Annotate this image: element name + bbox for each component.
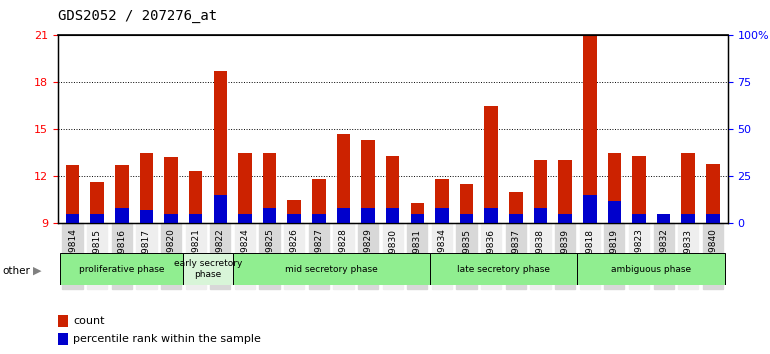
Bar	[632, 156, 646, 223]
Bar	[534, 208, 547, 223]
Bar	[435, 208, 449, 223]
Text: GDS2052 / 207276_at: GDS2052 / 207276_at	[58, 9, 217, 23]
Bar	[233, 253, 430, 285]
Bar	[509, 192, 523, 223]
Bar	[189, 214, 203, 223]
Text: percentile rank within the sample: percentile rank within the sample	[73, 334, 261, 344]
Bar	[213, 72, 227, 223]
Bar	[312, 214, 326, 223]
Bar	[90, 182, 104, 223]
Bar	[534, 160, 547, 223]
Bar	[65, 214, 79, 223]
Bar	[578, 253, 725, 285]
Bar	[435, 179, 449, 223]
Bar	[213, 195, 227, 223]
Bar	[164, 214, 178, 223]
Bar	[558, 160, 572, 223]
Text: other: other	[2, 266, 30, 276]
Bar	[583, 195, 597, 223]
Bar	[608, 153, 621, 223]
Bar	[460, 184, 474, 223]
Bar	[238, 153, 252, 223]
Bar	[410, 203, 424, 223]
Bar	[657, 215, 671, 223]
Bar	[238, 214, 252, 223]
Bar	[164, 158, 178, 223]
Bar	[58, 315, 69, 327]
Text: ambiguous phase: ambiguous phase	[611, 264, 691, 274]
Text: ▶: ▶	[33, 266, 42, 276]
Bar	[361, 140, 375, 223]
Bar	[484, 106, 498, 223]
Bar	[509, 214, 523, 223]
Bar	[386, 156, 400, 223]
Bar	[139, 210, 153, 223]
Bar	[90, 214, 104, 223]
Bar	[632, 214, 646, 223]
Bar	[386, 208, 400, 223]
Bar	[287, 200, 301, 223]
Text: mid secretory phase: mid secretory phase	[285, 264, 377, 274]
Bar	[460, 214, 474, 223]
Bar	[287, 214, 301, 223]
Bar	[183, 253, 233, 285]
Bar	[189, 171, 203, 223]
Bar	[65, 165, 79, 223]
Bar	[361, 208, 375, 223]
Bar	[608, 200, 621, 223]
Bar	[583, 35, 597, 223]
Bar	[60, 253, 183, 285]
Bar	[115, 208, 129, 223]
Bar	[430, 253, 578, 285]
Bar	[58, 333, 69, 345]
Bar	[336, 208, 350, 223]
Bar	[657, 214, 671, 223]
Text: proliferative phase: proliferative phase	[79, 264, 165, 274]
Bar	[558, 214, 572, 223]
Bar	[263, 208, 276, 223]
Bar	[410, 214, 424, 223]
Bar	[312, 179, 326, 223]
Text: early secretory
phase: early secretory phase	[174, 259, 243, 279]
Text: late secretory phase: late secretory phase	[457, 264, 550, 274]
Bar	[706, 164, 720, 223]
Bar	[484, 208, 498, 223]
Bar	[681, 153, 695, 223]
Bar	[263, 153, 276, 223]
Text: count: count	[73, 316, 105, 326]
Bar	[115, 165, 129, 223]
Bar	[336, 134, 350, 223]
Bar	[681, 214, 695, 223]
Bar	[139, 153, 153, 223]
Bar	[706, 214, 720, 223]
